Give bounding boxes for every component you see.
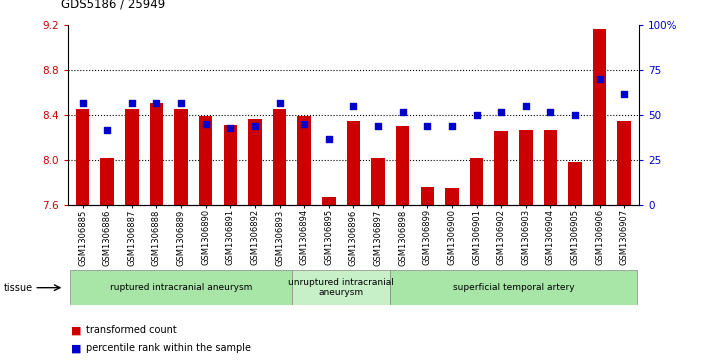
Bar <box>76 109 89 205</box>
Bar <box>101 158 114 205</box>
Text: ■: ■ <box>71 325 82 335</box>
Point <box>471 113 482 118</box>
Bar <box>470 158 483 205</box>
Point <box>545 109 556 115</box>
Point <box>249 123 261 129</box>
Point <box>101 127 113 132</box>
Point <box>176 100 187 106</box>
Bar <box>223 125 237 205</box>
Point <box>323 136 335 142</box>
Text: ruptured intracranial aneurysm: ruptured intracranial aneurysm <box>110 283 252 292</box>
Text: percentile rank within the sample: percentile rank within the sample <box>86 343 251 354</box>
Bar <box>391 270 637 305</box>
Text: tissue: tissue <box>4 283 33 293</box>
Text: transformed count: transformed count <box>86 325 176 335</box>
Bar <box>199 117 213 205</box>
Point <box>126 100 138 106</box>
Bar <box>347 121 360 205</box>
Bar <box>371 158 385 205</box>
Bar <box>519 130 533 205</box>
Bar <box>593 29 606 205</box>
Point <box>348 103 359 109</box>
Bar <box>298 117 311 205</box>
Bar <box>248 119 262 205</box>
Point <box>496 109 507 115</box>
Text: superficial temporal artery: superficial temporal artery <box>453 283 574 292</box>
Point <box>225 125 236 131</box>
Bar <box>150 103 164 205</box>
Bar <box>618 121 631 205</box>
Point <box>520 103 531 109</box>
Point <box>372 123 383 129</box>
Point <box>446 123 458 129</box>
Point <box>298 121 310 127</box>
Bar <box>273 109 286 205</box>
Point <box>618 91 630 97</box>
Bar <box>174 109 188 205</box>
Text: GDS5186 / 25949: GDS5186 / 25949 <box>61 0 165 11</box>
Bar <box>322 197 336 205</box>
Point <box>594 77 605 82</box>
Bar <box>494 131 508 205</box>
Point <box>77 100 89 106</box>
Bar <box>125 109 139 205</box>
Bar <box>568 162 582 205</box>
Text: ■: ■ <box>71 343 82 354</box>
Bar <box>421 187 434 205</box>
Point <box>274 100 286 106</box>
Bar <box>445 188 458 205</box>
Point <box>397 109 408 115</box>
Bar <box>396 126 409 205</box>
Bar <box>292 270 391 305</box>
Bar <box>70 270 292 305</box>
Bar <box>543 130 557 205</box>
Text: unruptured intracranial
aneurysm: unruptured intracranial aneurysm <box>288 278 394 297</box>
Point <box>421 123 433 129</box>
Point <box>569 113 580 118</box>
Point <box>200 121 211 127</box>
Point <box>151 100 162 106</box>
